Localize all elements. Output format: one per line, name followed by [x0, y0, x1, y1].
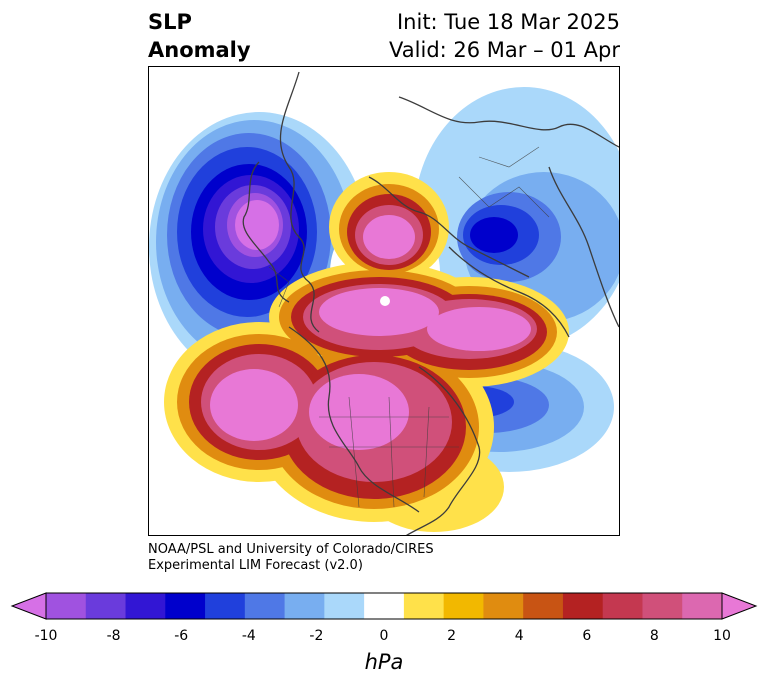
colorbar-tick-label: 0	[379, 628, 389, 644]
credit: NOAA/PSL and University of Colorado/CIRE…	[148, 542, 434, 574]
colorbar-swatch	[46, 593, 87, 619]
colorbar-tick-label: -8	[106, 628, 121, 644]
colorbar-frame	[45, 592, 723, 620]
colorbar-swatch	[403, 593, 445, 619]
credit-line-2: Experimental LIM Forecast (v2.0)	[148, 558, 363, 573]
colorbar-tick-label: 10	[713, 628, 731, 644]
colorbar-swatch	[324, 593, 365, 619]
colorbar-tick-label: -10	[34, 628, 58, 644]
colorbar-swatch	[205, 593, 246, 619]
colorbar-swatch	[682, 593, 723, 619]
colorbar-swatch	[165, 593, 206, 619]
colorbar-swatch	[85, 593, 127, 619]
colorbar-swatch	[244, 593, 286, 619]
colorbar-tick-label: 2	[447, 628, 457, 644]
borders	[268, 146, 550, 508]
colorbar-swatch	[602, 593, 643, 619]
coastlines	[242, 71, 619, 535]
slp-anomaly-map	[148, 66, 620, 536]
colorbar-swatch	[284, 593, 325, 619]
init-date: Init: Tue 18 Mar 2025	[396, 10, 620, 34]
colorbar-swatch	[523, 593, 564, 619]
title-line-2: Anomaly	[148, 38, 251, 62]
colorbar-swatch	[125, 593, 166, 619]
colorbar-swatch	[483, 593, 524, 619]
colorbar-tick-label: 4	[514, 628, 524, 644]
title-line-1: SLP	[148, 10, 192, 34]
credit-line-1: NOAA/PSL and University of Colorado/CIRE…	[148, 542, 434, 557]
colorbar-swatch	[642, 593, 683, 619]
colorbar-tick-label: -4	[241, 628, 256, 644]
colorbar-swatch	[364, 593, 405, 619]
map-title: SLP Anomaly	[148, 8, 251, 64]
forecast-dates: Init: Tue 18 Mar 2025 Valid: 26 Mar – 01…	[389, 8, 620, 64]
colorbar-tick-labels: -10 -8 -6 -4 -2 0 2 4 6 8 10	[0, 628, 768, 646]
colorbar-unit: hPa	[364, 650, 404, 674]
colorbar-tick-label: -2	[309, 628, 324, 644]
colorbar-tick-label: -6	[174, 628, 189, 644]
colorbar-tick-label: 6	[582, 628, 592, 644]
valid-range: Valid: 26 Mar – 01 Apr	[389, 38, 620, 62]
positive-anomaly	[164, 172, 569, 532]
colorbar-swatch	[443, 593, 484, 619]
colorbar	[10, 592, 758, 620]
colorbar-tick-label: 8	[649, 628, 659, 644]
colorbar-swatch	[562, 593, 604, 619]
colorbar-extend-high	[721, 592, 758, 620]
pole-marker	[380, 296, 390, 306]
colorbar-extend-low	[10, 592, 47, 620]
map-canvas	[149, 71, 619, 535]
